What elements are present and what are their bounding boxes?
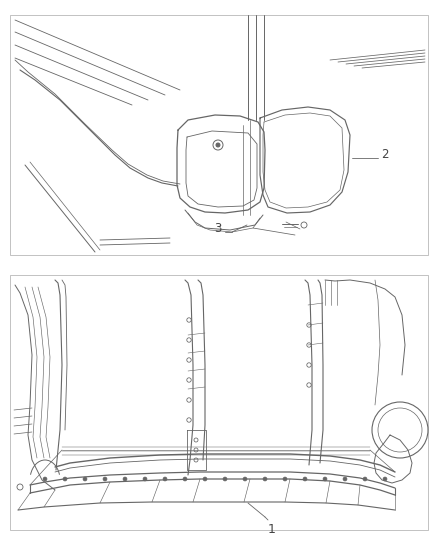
Circle shape [343, 477, 347, 481]
Circle shape [303, 477, 307, 481]
Circle shape [323, 477, 327, 481]
Circle shape [103, 477, 107, 481]
Circle shape [216, 143, 220, 147]
Circle shape [243, 477, 247, 481]
Bar [10, 275, 428, 530]
Circle shape [363, 477, 367, 481]
Circle shape [83, 477, 87, 481]
Text: 3: 3 [215, 222, 222, 236]
Circle shape [183, 477, 187, 481]
Circle shape [383, 477, 387, 481]
Text: 1: 1 [268, 523, 276, 533]
Text: 2: 2 [381, 149, 389, 161]
Bar [10, 15, 428, 255]
Circle shape [43, 477, 47, 481]
Circle shape [123, 477, 127, 481]
Circle shape [283, 477, 287, 481]
Circle shape [143, 477, 147, 481]
Circle shape [63, 477, 67, 481]
Circle shape [263, 477, 267, 481]
Circle shape [203, 477, 207, 481]
Circle shape [223, 477, 227, 481]
Circle shape [163, 477, 167, 481]
